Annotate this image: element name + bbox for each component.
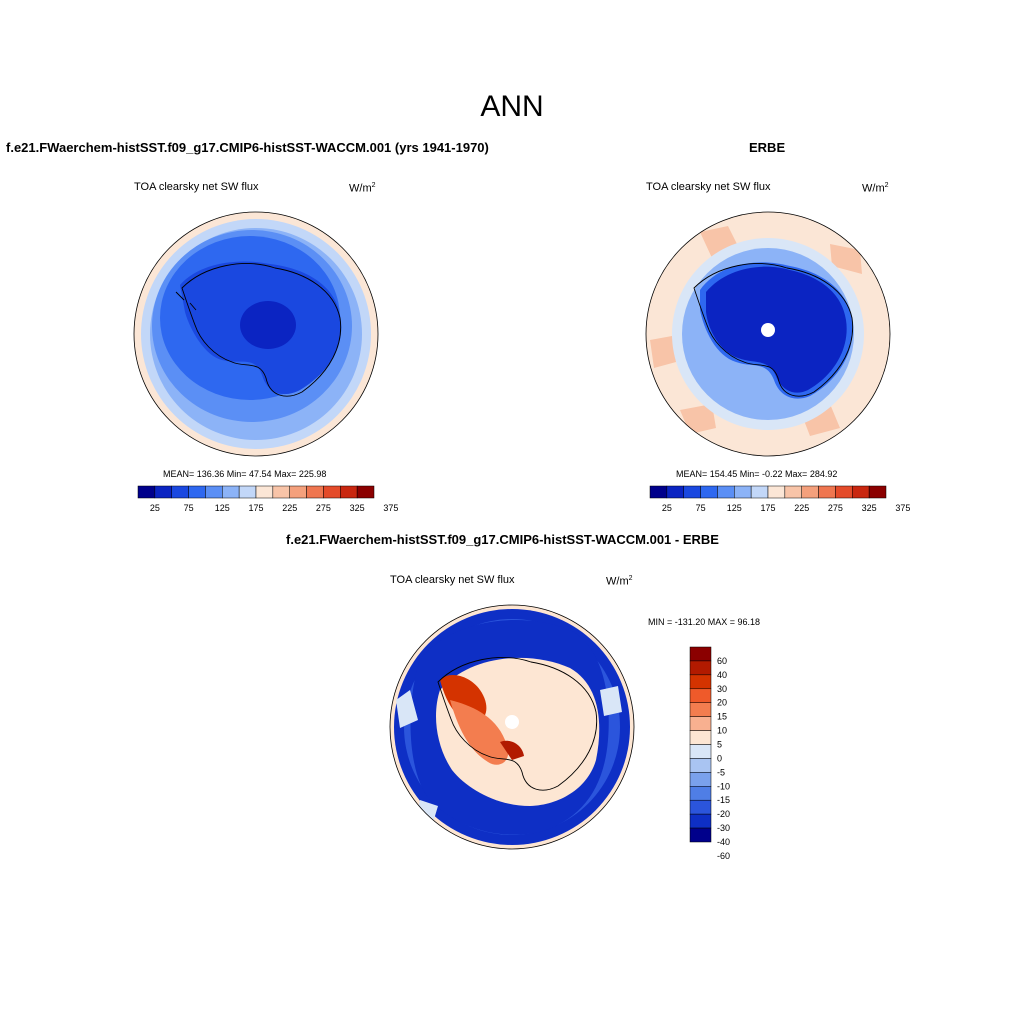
diff-panel-title: f.e21.FWaerchem-histSST.f09_g17.CMIP6-hi… bbox=[286, 532, 719, 547]
obs-colorbar-box bbox=[868, 485, 887, 499]
obs-colorbar-box bbox=[767, 485, 786, 499]
obs-panel-title: ERBE bbox=[749, 140, 786, 155]
obs-colorbar-tick-label: 25 bbox=[662, 503, 672, 513]
obs-colorbar: 25 75 125 175 225 275 325 375 bbox=[649, 485, 910, 513]
model-colorbar-box bbox=[272, 485, 290, 499]
diff-colorbar-tick-label: -60 bbox=[717, 851, 730, 861]
diff-colorbar-tick-label: 5 bbox=[717, 740, 722, 750]
model-colorbar-tick-label: 375 bbox=[383, 503, 398, 513]
diff-colorbar-tick-label: 40 bbox=[717, 670, 727, 680]
model-colorbar-box bbox=[188, 485, 206, 499]
obs-colorbar-tick-label: 225 bbox=[794, 503, 809, 513]
obs-polar-map bbox=[646, 212, 890, 456]
model-colorbar-box bbox=[154, 485, 172, 499]
diff-colorbar-tick-label: -15 bbox=[717, 795, 730, 805]
model-units-label: W/m2 bbox=[349, 182, 376, 195]
model-colorbar-tick-label: 225 bbox=[282, 503, 297, 513]
obs-colorbar-box bbox=[717, 485, 735, 499]
diff-polar-map bbox=[390, 605, 634, 849]
diff-colorbar-tick-label: 60 bbox=[717, 656, 727, 666]
diff-colorbar: 60 40 30 20 15 10 5 0 -5 -10 -15 -20 -30 -40 -60 bbox=[689, 646, 730, 861]
diff-colorbar-tick-label: 30 bbox=[717, 684, 727, 694]
diff-map-border bbox=[389, 604, 635, 850]
figure-title: ANN bbox=[480, 90, 544, 123]
diff-colorbar-box bbox=[689, 758, 712, 773]
diff-colorbar-tick-label: 20 bbox=[717, 698, 727, 708]
obs-colorbar-tick-label: 325 bbox=[862, 503, 877, 513]
obs-coastline bbox=[693, 263, 854, 397]
model-coastline bbox=[175, 263, 342, 397]
obs-colorbar-box bbox=[734, 485, 752, 499]
obs-colorbar-box bbox=[666, 485, 684, 499]
obs-stats: MEAN= 154.45 Min= -0.22 Max= 284.92 bbox=[676, 469, 838, 479]
model-map-border bbox=[133, 211, 379, 457]
model-colorbar-tick-label: 25 bbox=[150, 503, 160, 513]
obs-colorbar-box bbox=[818, 485, 836, 499]
obs-colorbar-tick-label: 275 bbox=[828, 503, 843, 513]
model-panel-title: f.e21.FWaerchem-histSST.f09_g17.CMIP6-hi… bbox=[6, 140, 489, 155]
obs-colorbar-box bbox=[835, 485, 853, 499]
model-colorbar-tick-label: 275 bbox=[316, 503, 331, 513]
diff-colorbar-tick-label: 10 bbox=[717, 726, 727, 736]
model-colorbar-tick-label: 325 bbox=[350, 503, 365, 513]
model-colorbar-box bbox=[289, 485, 307, 499]
diff-colorbar-box bbox=[689, 730, 712, 745]
obs-units-label: W/m2 bbox=[862, 182, 889, 195]
model-colorbar-box bbox=[171, 485, 189, 499]
model-colorbar-box bbox=[205, 485, 223, 499]
model-colorbar: 25 75 125 175 225 275 325 375 bbox=[137, 485, 398, 513]
model-variable-label: TOA clearsky net SW flux bbox=[134, 181, 259, 193]
diff-colorbar-box bbox=[689, 688, 712, 703]
model-colorbar-tick-label: 175 bbox=[248, 503, 263, 513]
obs-colorbar-box bbox=[683, 485, 701, 499]
diff-colorbar-box bbox=[689, 799, 712, 815]
diff-stats: MIN = -131.20 MAX = 96.18 bbox=[648, 617, 761, 627]
diff-colorbar-tick-label: -10 bbox=[717, 781, 730, 791]
diff-colorbar-box bbox=[689, 702, 712, 717]
obs-map-border bbox=[645, 211, 891, 457]
diff-colorbar-box bbox=[689, 827, 712, 843]
obs-colorbar-tick-label: 175 bbox=[760, 503, 775, 513]
diff-colorbar-box bbox=[689, 646, 712, 662]
obs-colorbar-box bbox=[750, 485, 769, 499]
model-colorbar-tick-label: 75 bbox=[184, 503, 194, 513]
diff-colorbar-box bbox=[689, 813, 712, 829]
obs-colorbar-box bbox=[852, 485, 870, 499]
obs-colorbar-tick-label: 125 bbox=[727, 503, 742, 513]
model-colorbar-box bbox=[356, 485, 375, 499]
model-colorbar-box bbox=[238, 485, 257, 499]
diff-colorbar-box bbox=[689, 660, 712, 676]
diff-colorbar-tick-label: 15 bbox=[717, 712, 727, 722]
obs-colorbar-tick-label: 75 bbox=[696, 503, 706, 513]
diff-colorbar-box bbox=[689, 744, 712, 759]
diff-coastline bbox=[437, 657, 598, 791]
model-colorbar-box bbox=[222, 485, 240, 499]
obs-colorbar-box bbox=[801, 485, 819, 499]
model-colorbar-box bbox=[340, 485, 358, 499]
model-stats: MEAN= 136.36 Min= 47.54 Max= 225.98 bbox=[163, 469, 327, 479]
diff-variable-label: TOA clearsky net SW flux bbox=[390, 574, 515, 586]
model-colorbar-box bbox=[323, 485, 341, 499]
diff-units-label: W/m2 bbox=[606, 575, 633, 588]
model-colorbar-box bbox=[306, 485, 324, 499]
obs-colorbar-box bbox=[700, 485, 718, 499]
diff-colorbar-tick-label: 0 bbox=[717, 753, 722, 763]
diff-colorbar-tick-label: -30 bbox=[717, 823, 730, 833]
diff-colorbar-tick-label: -40 bbox=[717, 837, 730, 847]
obs-variable-label: TOA clearsky net SW flux bbox=[646, 181, 771, 193]
model-colorbar-box bbox=[255, 485, 274, 499]
model-colorbar-tick-label: 125 bbox=[215, 503, 230, 513]
diff-colorbar-box bbox=[689, 772, 712, 787]
obs-colorbar-box bbox=[649, 485, 668, 499]
model-colorbar-box bbox=[137, 485, 156, 499]
obs-colorbar-tick-label: 375 bbox=[895, 503, 910, 513]
diff-colorbar-tick-label: -5 bbox=[717, 767, 725, 777]
diff-colorbar-tick-label: -20 bbox=[717, 809, 730, 819]
diff-colorbar-box bbox=[689, 716, 712, 731]
diff-colorbar-box bbox=[689, 674, 712, 690]
diff-colorbar-box bbox=[689, 786, 712, 801]
obs-colorbar-box bbox=[784, 485, 802, 499]
